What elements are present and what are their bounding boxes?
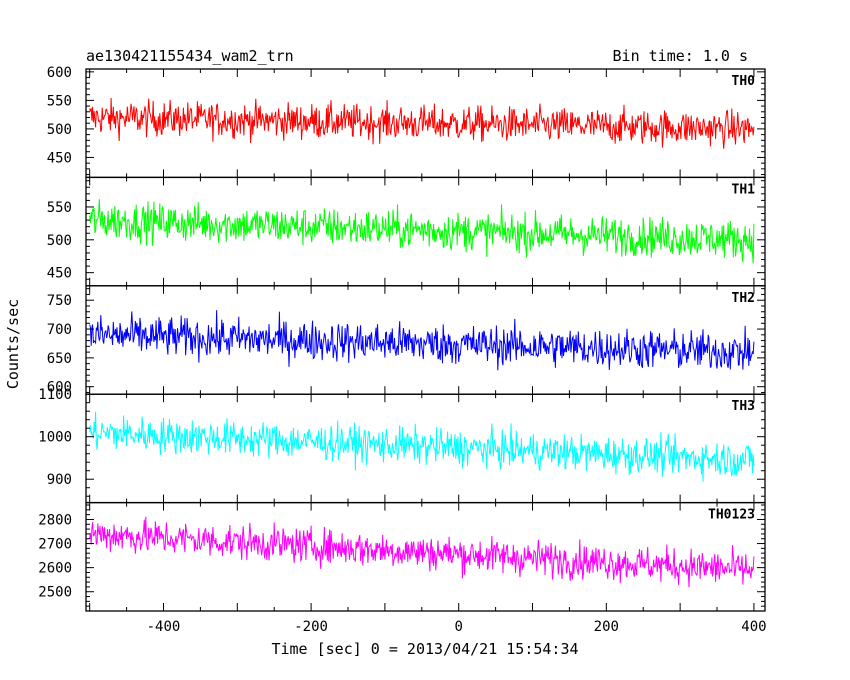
y-axis-title: Counts/sec	[4, 299, 22, 389]
series-th0-line	[89, 97, 755, 149]
y-tick-label: 600	[47, 65, 72, 81]
bin-time-label: Bin time: 1.0 s	[613, 47, 748, 65]
series-th3-line	[89, 411, 755, 482]
x-axis: -400 -200 0 200 400	[147, 619, 767, 635]
x-axis-title: Time [sec] 0 = 2013/04/21 15:54:34	[271, 640, 578, 658]
y-tick-label: 1000	[38, 430, 72, 446]
x-tick-label: 200	[594, 619, 619, 635]
y-tick-label: 750	[47, 293, 72, 309]
y-tick-label: 650	[47, 351, 72, 367]
y-tick-label: 900	[47, 472, 72, 488]
panel-label-th0123: TH0123	[708, 508, 755, 523]
y-tick-label: 550	[47, 200, 72, 216]
y-tick-label: 2800	[38, 512, 72, 528]
y-tick-label: 2600	[38, 561, 72, 577]
y-tick-label: 550	[47, 93, 72, 109]
x-tick-label: -200	[294, 619, 328, 635]
figure-title: ae130421155434_wam2_trn	[86, 47, 294, 65]
panel-label-th1: TH1	[732, 182, 756, 197]
panel-th1: 450 500 550 TH1	[47, 176, 766, 287]
panel-th0: 450 500 550 600 TH0	[47, 65, 766, 179]
panel-label-th2: TH2	[732, 291, 755, 306]
panel-th3: 900 1000 1100 TH3	[38, 387, 766, 504]
x-tick-label: 400	[741, 619, 766, 635]
y-tick-label: 450	[47, 150, 72, 166]
series-th2-line	[89, 310, 755, 371]
panel-th0123: 2500 2600 2700 2800 TH0123	[38, 501, 766, 612]
panel-label-th0: TH0	[732, 74, 756, 89]
panel-frame	[85, 501, 766, 612]
y-tick-label: 600	[47, 380, 72, 396]
series-th1-line	[89, 199, 755, 264]
y-tick-label: 450	[47, 266, 72, 282]
y-tick-label: 500	[47, 122, 72, 138]
panel-th2: 600 650 700 750 TH2	[47, 285, 766, 396]
panel-frame	[85, 285, 766, 395]
panel-label-th3: TH3	[732, 399, 755, 414]
y-tick-label: 500	[47, 233, 72, 249]
x-tick-label: -400	[147, 619, 181, 635]
x-tick-label: 0	[454, 619, 462, 635]
y-tick-label: 2700	[38, 537, 72, 553]
y-tick-label: 2500	[38, 585, 72, 601]
y-tick-label: 1100	[38, 387, 72, 403]
y-tick-label: 700	[47, 322, 72, 338]
series-th0123-line	[89, 516, 755, 588]
panels-group: 450 500 550 600 TH0 450 500 550 TH1 600 650 700 750 T…	[38, 65, 766, 612]
